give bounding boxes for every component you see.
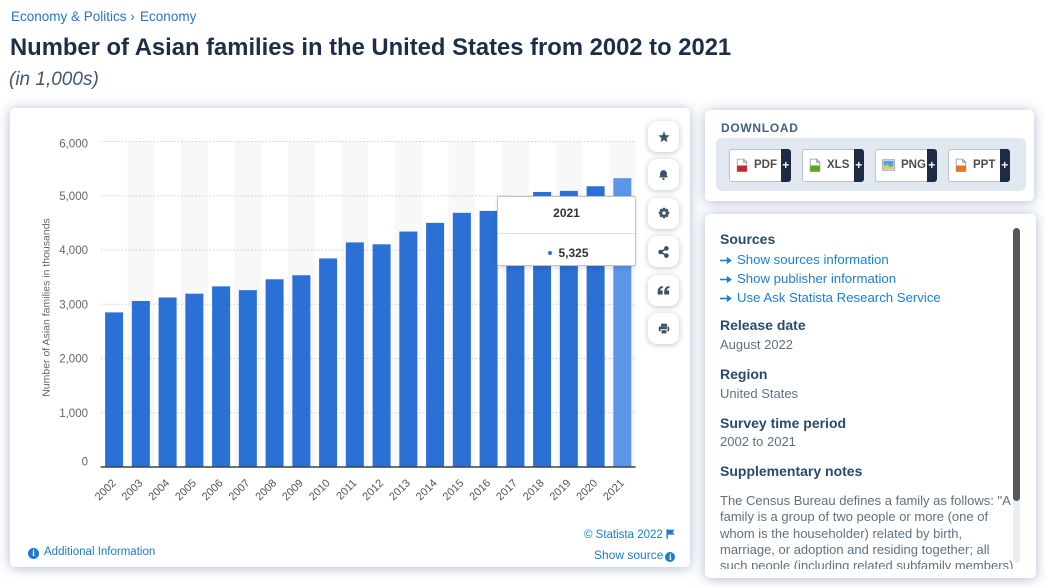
svg-text:2006: 2006: [200, 477, 226, 503]
svg-text:2002: 2002: [93, 477, 119, 503]
svg-text:2021: 2021: [601, 477, 627, 503]
svg-text:2017: 2017: [494, 477, 520, 503]
svg-text:2018: 2018: [521, 477, 547, 503]
svg-text:6,000: 6,000: [59, 139, 88, 151]
svg-text:Number of Asian families in th: Number of Asian families in thousands: [41, 218, 53, 397]
svg-text:2020: 2020: [574, 477, 600, 503]
svg-text:2019: 2019: [548, 477, 574, 503]
svg-text:2016: 2016: [467, 477, 493, 503]
svg-text:2015: 2015: [441, 477, 467, 503]
svg-text:2014: 2014: [414, 477, 440, 503]
svg-text:2005: 2005: [173, 477, 199, 503]
svg-text:2,000: 2,000: [59, 354, 88, 366]
svg-text:2010: 2010: [307, 477, 333, 503]
svg-text:2009: 2009: [280, 477, 306, 503]
svg-text:1,000: 1,000: [59, 408, 88, 420]
svg-text:2013: 2013: [387, 477, 413, 503]
svg-text:2011: 2011: [334, 477, 359, 502]
svg-text:4,000: 4,000: [59, 245, 88, 257]
svg-text:2004: 2004: [146, 477, 172, 503]
svg-text:0: 0: [82, 457, 88, 469]
svg-text:2003: 2003: [120, 477, 146, 503]
svg-text:5,000: 5,000: [59, 191, 88, 203]
svg-text:2008: 2008: [253, 477, 279, 503]
svg-text:3,000: 3,000: [59, 299, 88, 311]
svg-text:2007: 2007: [227, 477, 253, 503]
svg-text:2012: 2012: [360, 477, 386, 503]
